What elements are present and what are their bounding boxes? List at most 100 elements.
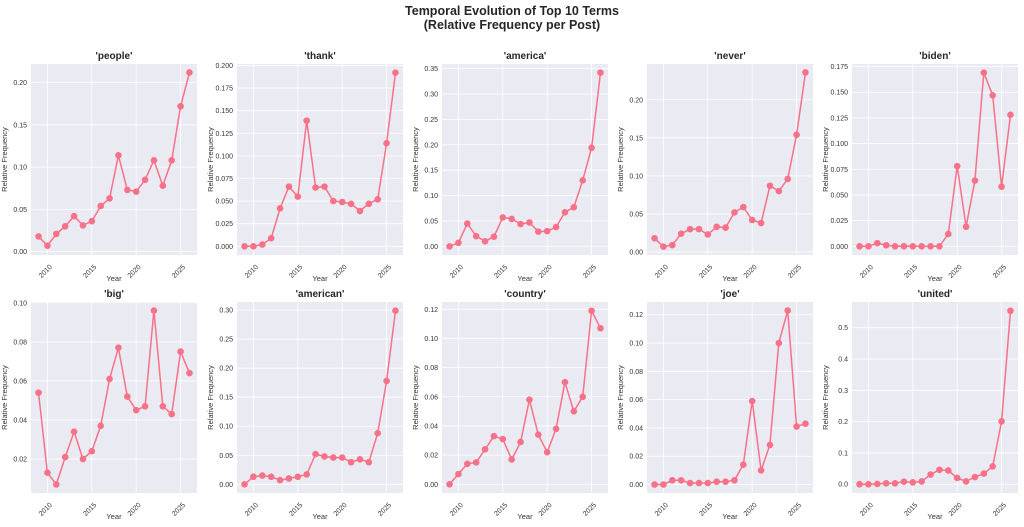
x-tick-label: 2015	[493, 264, 509, 280]
y-tick-label: 0.12	[629, 312, 643, 319]
x-tick-label: 2025	[992, 502, 1008, 518]
data-point-marker	[561, 209, 569, 216]
subplot-title: 'never'	[714, 51, 745, 62]
x-tick-label: 2025	[787, 502, 803, 518]
y-tick-label: 0.20	[13, 80, 27, 87]
data-point-marker	[141, 176, 149, 184]
data-point-marker	[543, 448, 551, 456]
data-point-marker	[980, 470, 988, 477]
y-tick-label: 0.000	[830, 244, 848, 251]
data-point-marker	[891, 479, 899, 487]
data-point-marker	[499, 435, 507, 443]
data-point-marker	[455, 239, 462, 247]
data-point-marker	[953, 162, 961, 170]
data-point-marker	[552, 425, 560, 433]
data-point-marker	[660, 481, 667, 488]
y-tick-label: 0.050	[215, 199, 233, 206]
x-axis-label: Year	[106, 512, 122, 521]
y-tick-label: 0.175	[215, 86, 233, 93]
y-tick-label: 0.0	[838, 482, 848, 489]
data-point-marker	[918, 242, 925, 250]
y-tick-label: 0.10	[13, 165, 27, 172]
y-axis-label: Relative Frequency	[0, 127, 9, 192]
y-tick-label: 0.10	[13, 300, 27, 307]
data-point-marker	[945, 467, 952, 474]
subplot-big: 0.02 0.04 0.06 0.08 0.10 2010 2015 2020 2025 'big…	[0, 289, 197, 521]
x-tick-label: 2025	[377, 502, 393, 518]
data-point-marker	[998, 417, 1005, 425]
data-point-marker	[472, 232, 480, 240]
data-point-marker	[927, 471, 934, 478]
y-tick-label: 0.100	[830, 141, 848, 148]
data-point-marker	[347, 200, 355, 208]
data-point-marker	[927, 242, 934, 250]
y-axis-label: Relative Frequency	[206, 127, 215, 192]
data-point-marker	[740, 203, 747, 211]
y-tick-label: 0.125	[830, 115, 848, 122]
y-tick-label: 0.00	[629, 482, 643, 489]
y-tick-label: 0.10	[424, 336, 438, 343]
data-point-marker	[106, 375, 113, 383]
data-point-marker	[579, 177, 587, 184]
data-point-marker	[490, 432, 498, 440]
x-tick-label: 2015	[698, 502, 714, 518]
data-point-marker	[989, 92, 997, 99]
data-point-marker	[945, 230, 952, 238]
y-tick-label: 0.4	[838, 356, 848, 363]
y-tick-label: 0.075	[830, 167, 848, 174]
x-tick-label: 2025	[582, 264, 598, 280]
x-tick-label: 2015	[493, 502, 509, 518]
data-point-marker	[267, 234, 275, 242]
data-point-marker	[44, 469, 51, 476]
y-tick-label: 0.00	[629, 249, 643, 256]
data-point-marker	[35, 233, 42, 240]
x-axis-label: Year	[927, 274, 943, 283]
subplot-american: 0.00 0.05 0.10 0.15 0.20 0.25 0.30 2010 2015 2020…	[206, 289, 403, 521]
y-tick-label: 0.000	[215, 244, 233, 251]
data-point-marker	[472, 459, 480, 466]
x-tick-label: 2020	[743, 264, 759, 280]
y-tick-label: 0.2	[838, 419, 848, 426]
subplot-title: 'america'	[504, 51, 547, 62]
subplot-thank: 0.000 0.025 0.050 0.075 0.100 0.125 0.150 0.175…	[206, 51, 403, 283]
x-tick-label: 2020	[538, 502, 554, 518]
y-tick-label: 0.025	[830, 218, 848, 225]
data-point-marker	[124, 186, 131, 194]
x-axis-label: Year	[517, 274, 533, 283]
y-tick-label: 0.125	[215, 131, 233, 138]
x-tick-label: 2020	[743, 502, 759, 518]
data-point-marker	[276, 476, 284, 484]
data-point-marker	[446, 480, 453, 488]
data-point-marker	[802, 69, 809, 76]
subplot-title: 'big'	[104, 289, 124, 300]
data-point-marker	[748, 216, 756, 224]
y-tick-label: 0.10	[629, 173, 643, 180]
data-point-marker	[168, 410, 176, 418]
y-tick-label: 0.04	[13, 417, 27, 424]
data-point-marker	[962, 223, 970, 231]
x-tick-label: 2025	[171, 502, 187, 518]
y-tick-label: 0.35	[424, 66, 438, 73]
data-point-marker	[570, 203, 578, 211]
data-point-marker	[294, 193, 302, 200]
y-tick-label: 0.20	[219, 366, 233, 373]
y-axis-label: Relative Frequency	[206, 365, 215, 430]
x-tick-label: 2010	[244, 502, 260, 518]
y-tick-label: 0.00	[424, 482, 438, 489]
data-point-marker	[285, 475, 293, 482]
x-axis-label: Year	[106, 274, 122, 283]
y-tick-label: 0.10	[629, 341, 643, 348]
data-point-marker	[150, 307, 158, 314]
y-tick-label: 0.15	[424, 168, 438, 175]
x-tick-label: 2015	[288, 264, 304, 280]
y-tick-label: 0.06	[424, 394, 438, 401]
data-point-marker	[686, 479, 694, 487]
data-point-marker	[70, 428, 78, 435]
x-tick-label: 2010	[859, 502, 875, 518]
y-tick-label: 0.10	[424, 193, 438, 200]
data-point-marker	[330, 197, 337, 205]
x-tick-label: 2020	[948, 502, 964, 518]
data-point-marker	[793, 423, 800, 430]
y-tick-label: 0.150	[215, 108, 233, 115]
